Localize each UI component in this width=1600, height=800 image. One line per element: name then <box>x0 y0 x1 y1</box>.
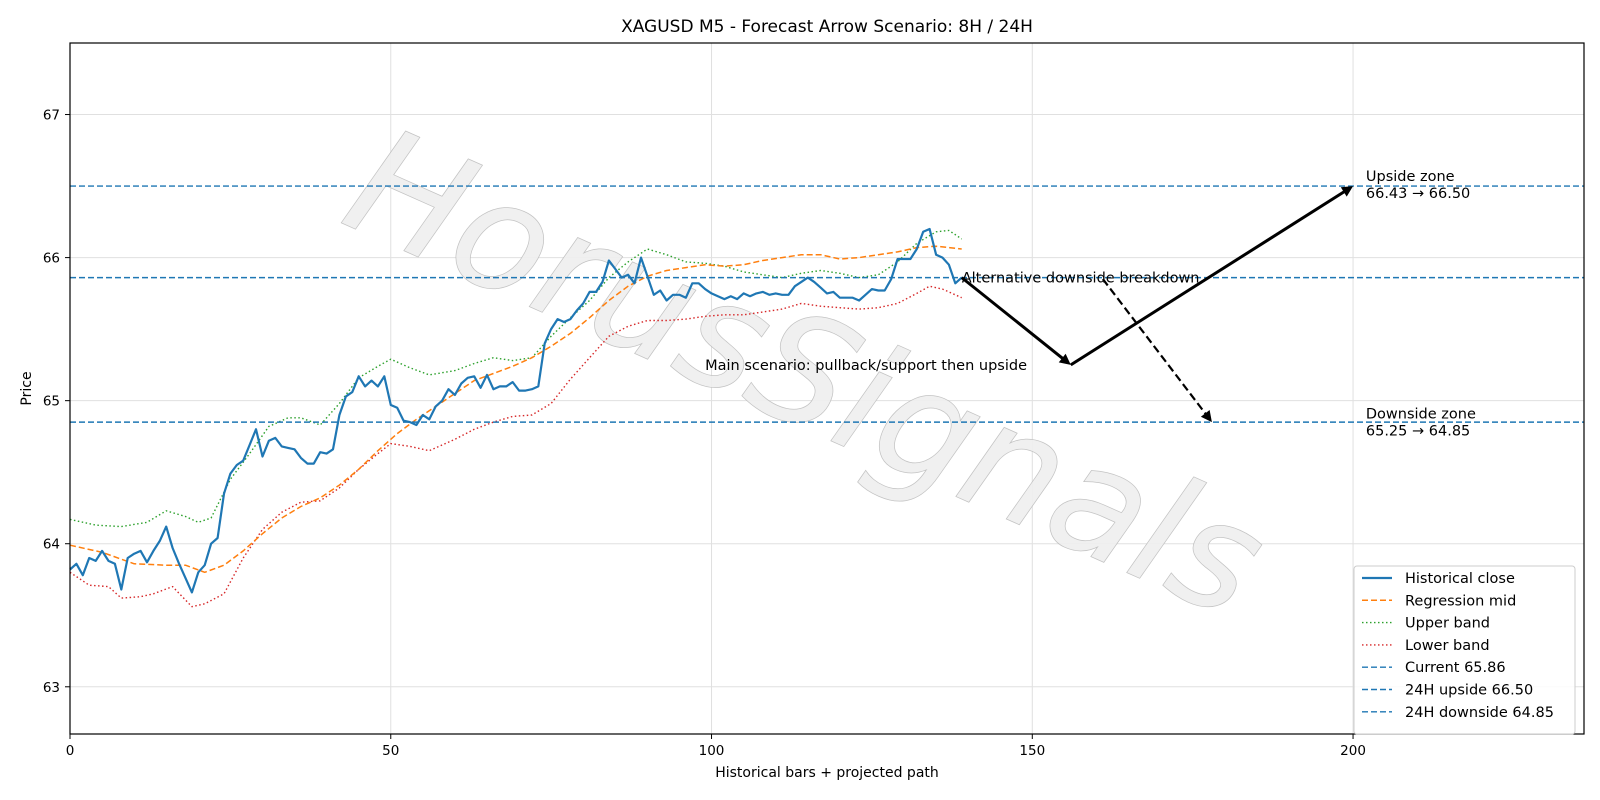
arrow-shaft <box>960 276 1066 362</box>
annotations: Main scenario: pullback/support then ups… <box>705 169 1476 440</box>
legend-label: 24H upside 66.50 <box>1405 683 1533 699</box>
annotation-text: 66.43 → 66.50 <box>1366 186 1470 202</box>
y-tick-label: 66 <box>43 251 60 267</box>
x-tick-label: 50 <box>382 743 399 759</box>
annotation-text: Downside zone <box>1366 407 1476 423</box>
axis-ticks: 0 50 100 150 200 63 64 65 66 67 <box>43 108 1366 759</box>
x-axis-label: Historical bars + projected path <box>715 765 939 781</box>
arrow-head <box>1058 353 1071 365</box>
legend-label: Historical close <box>1405 571 1515 587</box>
legend-label: Current 65.86 <box>1405 660 1506 676</box>
annotation-text: Upside zone <box>1366 169 1455 185</box>
annotation-text: 65.25 → 64.85 <box>1366 424 1470 440</box>
series-layer <box>69 227 963 608</box>
legend-label: Lower band <box>1405 638 1490 654</box>
x-tick-label: 200 <box>1340 743 1366 759</box>
legend-label: Upper band <box>1405 616 1490 632</box>
y-tick-label: 64 <box>43 537 60 553</box>
annotation-text: Alternative downside breakdown <box>962 271 1200 287</box>
x-tick-label: 100 <box>699 743 725 759</box>
forecast-arrows <box>960 186 1354 423</box>
y-axis-label: Price <box>19 371 35 405</box>
arrow-shaft <box>1069 189 1348 367</box>
plot-frame <box>69 42 1585 735</box>
legend-label: Regression mid <box>1405 593 1516 609</box>
annotation-text: Main scenario: pullback/support then ups… <box>705 358 1027 374</box>
series-lower-band <box>69 285 962 608</box>
y-tick-label: 67 <box>43 108 60 124</box>
series-regression-mid <box>69 245 962 574</box>
reference-lines <box>70 185 1584 423</box>
y-tick-label: 63 <box>43 680 60 696</box>
grid <box>69 43 1584 734</box>
legend-box <box>1353 565 1576 735</box>
arrow-head <box>1340 186 1354 197</box>
x-tick-label: 0 <box>66 743 75 759</box>
chart-title: XAGUSD M5 - Forecast Arrow Scenario: 8H … <box>621 17 1033 37</box>
series-historical-close <box>69 227 963 594</box>
arrow-shaft <box>1101 278 1208 417</box>
arrow-head <box>1200 410 1212 423</box>
x-tick-label: 150 <box>1019 743 1045 759</box>
y-tick-label: 65 <box>43 394 60 410</box>
legend-label: 24H downside 64.85 <box>1405 705 1554 721</box>
legend: Historical close Regression mid Upper band… <box>1353 565 1576 735</box>
